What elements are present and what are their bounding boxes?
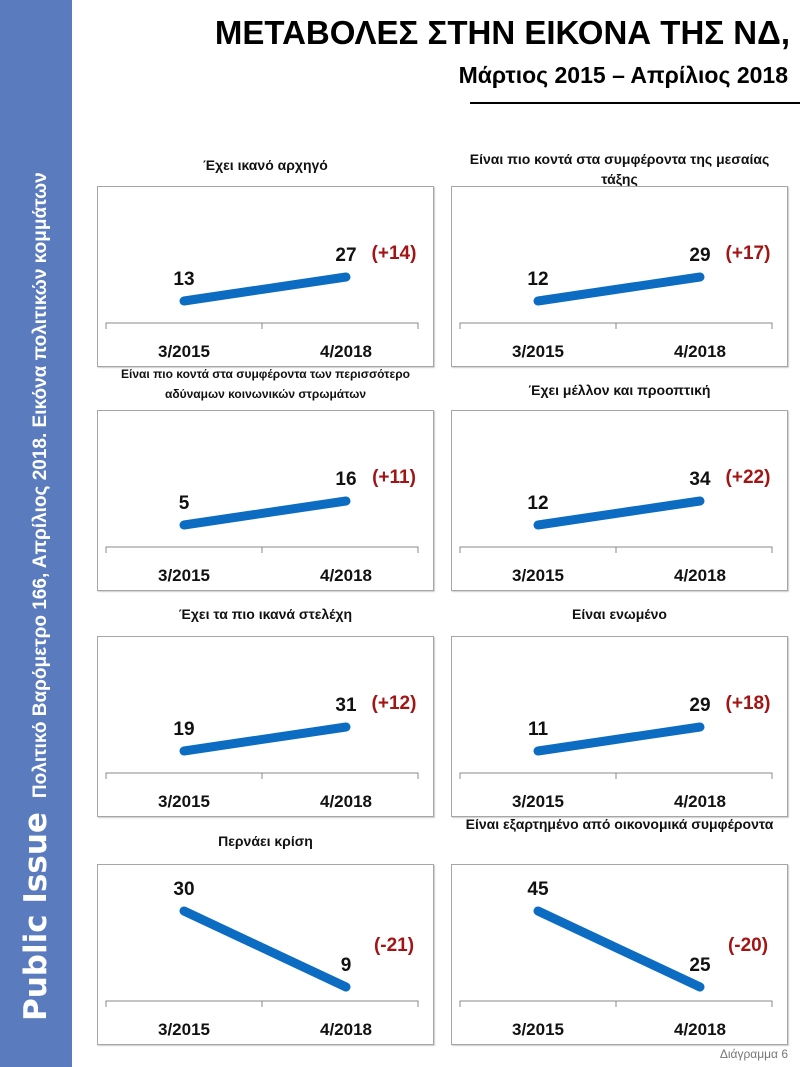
change-label: (-20) <box>728 935 768 956</box>
series-line <box>533 906 705 992</box>
chart-box: 5 3/2015 16 4/2018 (+11) <box>97 410 434 591</box>
data-label: 29 <box>689 245 710 266</box>
data-label: 11 <box>528 719 549 740</box>
x-tick-label: 3/2015 <box>158 566 210 585</box>
diagram-number: Διάγραμμα 6 <box>719 1047 788 1061</box>
change-label: (-21) <box>374 935 414 956</box>
x-tick-label: 4/2018 <box>320 566 372 585</box>
chart-title: Έχει μέλλον και προοπτική <box>528 382 711 398</box>
x-tick-label: 4/2018 <box>674 792 726 811</box>
chart-title: Είναι πιο κοντά στα συμφέροντα της μεσαί… <box>469 151 770 187</box>
x-tick-label: 4/2018 <box>674 566 726 585</box>
series-line <box>179 906 351 992</box>
line-chart: 12 3/2015 29 4/2018 (+17) <box>459 243 773 361</box>
series-line <box>179 496 351 530</box>
change-label: (+17) <box>726 243 771 264</box>
x-tick-label: 3/2015 <box>158 792 210 811</box>
brand-label: Public Issue <box>18 812 54 1021</box>
chart-title: Είναι εξαρτημένο από οικονομικά συμφέρον… <box>465 816 774 832</box>
change-label: (+11) <box>372 467 416 488</box>
data-label: 5 <box>179 493 190 514</box>
x-axis <box>105 772 419 779</box>
chart-title: Περνάει κρίση <box>218 833 313 849</box>
chart-box: 30 3/2015 9 4/2018 (-21) <box>97 864 434 1045</box>
data-label: 25 <box>689 955 711 976</box>
chart-box: 19 3/2015 31 4/2018 (+12) <box>97 636 434 817</box>
data-label: 31 <box>335 695 357 716</box>
series-line <box>533 722 705 756</box>
x-axis <box>105 546 419 553</box>
data-label: 16 <box>335 469 356 490</box>
chart-box: 12 3/2015 34 4/2018 (+22) <box>451 410 788 591</box>
x-tick-label: 4/2018 <box>320 1020 372 1039</box>
change-label: (+12) <box>372 693 417 714</box>
chart-box: 11 3/2015 29 4/2018 (+18) <box>451 636 788 817</box>
sidebar-description: Πολιτικό Βαρόμετρο 166, Απρίλιος 2018. Ε… <box>30 172 51 799</box>
chart-box: 12 3/2015 29 4/2018 (+17) <box>451 186 788 367</box>
line-chart: 45 3/2015 25 4/2018 (-20) <box>459 879 773 1039</box>
data-label: 12 <box>527 493 548 514</box>
chart-box: 45 3/2015 25 4/2018 (-20) <box>451 864 788 1045</box>
x-tick-label: 3/2015 <box>512 342 564 361</box>
data-label: 30 <box>173 879 194 900</box>
series-line <box>533 496 705 530</box>
line-chart: 19 3/2015 31 4/2018 (+12) <box>105 693 419 811</box>
data-label: 19 <box>173 719 194 740</box>
series-line <box>179 272 351 306</box>
x-tick-label: 3/2015 <box>512 566 564 585</box>
data-label: 29 <box>689 695 710 716</box>
x-tick-label: 3/2015 <box>512 792 564 811</box>
x-axis <box>459 1000 773 1007</box>
x-tick-label: 4/2018 <box>674 1020 726 1039</box>
data-label: 13 <box>173 269 194 290</box>
sidebar-text: Public Issue Πολιτικό Βαρόμετρο 166, Απρ… <box>18 172 54 1021</box>
x-tick-label: 4/2018 <box>320 792 372 811</box>
line-chart: 12 3/2015 34 4/2018 (+22) <box>459 467 773 585</box>
page-title: ΜΕΤΑΒΟΛΕΣ ΣΤΗΝ ΕΙΚΟΝΑ ΤΗΣ ΝΔ, <box>214 14 790 51</box>
x-tick-label: 3/2015 <box>158 1020 210 1039</box>
sidebar: Public Issue Πολιτικό Βαρόμετρο 166, Απρ… <box>0 0 72 1067</box>
chart-title: Έχει τα πιο ικανά στελέχη <box>178 606 353 622</box>
x-tick-label: 4/2018 <box>320 342 372 361</box>
x-tick-label: 3/2015 <box>158 342 210 361</box>
chart-title: Είναι πιο κοντά στα συμφέροντα των περισ… <box>121 367 410 401</box>
chart-title: Είναι ενωμένο <box>572 606 667 622</box>
data-label: 12 <box>527 269 548 290</box>
chart-box: 13 3/2015 27 4/2018 (+14) <box>97 186 434 367</box>
x-axis <box>459 546 773 553</box>
change-label: (+22) <box>726 467 771 488</box>
data-label: 27 <box>335 245 356 266</box>
data-label: 9 <box>341 955 352 976</box>
series-line <box>179 722 351 756</box>
x-axis <box>459 772 773 779</box>
data-label: 34 <box>689 469 711 490</box>
page-subtitle: Μάρτιος 2015 – Απρίλιος 2018 <box>458 62 788 88</box>
line-chart: 30 3/2015 9 4/2018 (-21) <box>105 879 419 1039</box>
line-chart: 5 3/2015 16 4/2018 (+11) <box>105 467 419 585</box>
x-axis <box>459 322 773 329</box>
x-tick-label: 4/2018 <box>674 342 726 361</box>
x-axis <box>105 322 419 329</box>
line-chart: 13 3/2015 27 4/2018 (+14) <box>105 243 419 361</box>
chart-title: Έχει ικανό αρχηγό <box>203 157 328 173</box>
x-tick-label: 3/2015 <box>512 1020 564 1039</box>
change-label: (+14) <box>372 243 417 264</box>
title-divider <box>470 102 800 104</box>
data-label: 45 <box>527 879 549 900</box>
x-axis <box>105 1000 419 1007</box>
change-label: (+18) <box>726 693 771 714</box>
series-line <box>533 272 705 306</box>
line-chart: 11 3/2015 29 4/2018 (+18) <box>459 693 773 811</box>
